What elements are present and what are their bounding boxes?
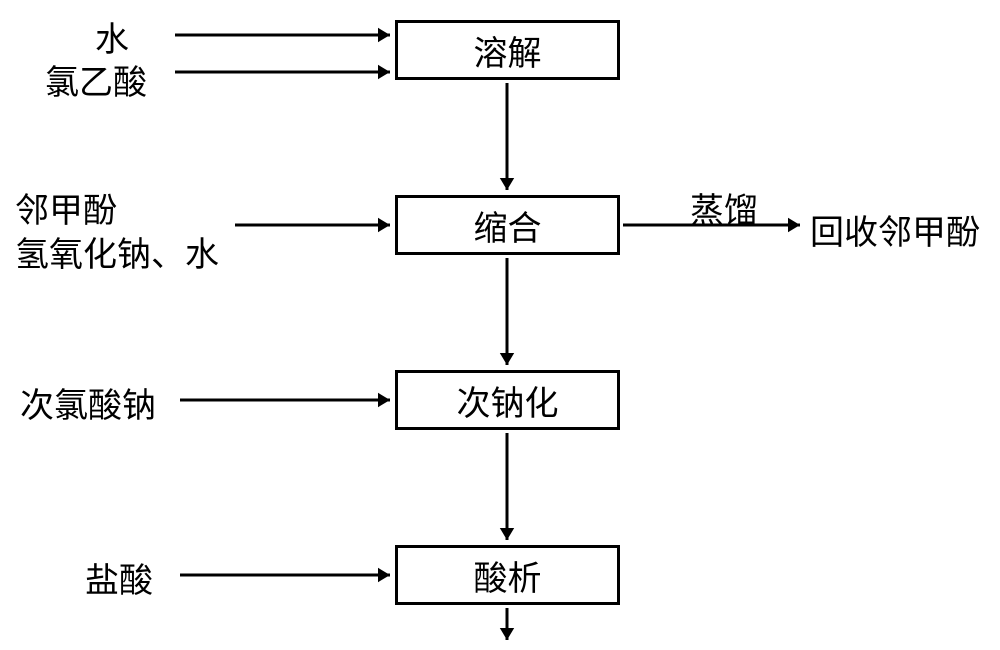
flowchart-canvas: 溶解 缩合 次钠化 酸析 水 氯乙酸 邻甲酚 氢氧化钠、水 次氯酸钠 盐酸 蒸馏… [0, 0, 1000, 650]
label-naoh-water: 氢氧化钠、水 [15, 227, 219, 276]
label-chloroacetic: 氯乙酸 [45, 55, 147, 104]
arrow-head-a-chloro [378, 65, 390, 79]
arrow-head-a-out [500, 628, 514, 640]
box-condense-label: 缩合 [474, 201, 542, 250]
arrow-head-a-step23 [500, 353, 514, 365]
arrow-head-a-recover [788, 218, 800, 232]
box-condense: 缩合 [395, 195, 620, 255]
arrow-head-a-hypo [378, 393, 390, 407]
label-recover: 回收邻甲酚 [810, 205, 980, 254]
box-acid-label: 酸析 [474, 551, 542, 600]
label-hcl: 盐酸 [85, 553, 153, 602]
arrow-head-a-cresol [378, 218, 390, 232]
arrow-head-a-step12 [500, 178, 514, 190]
box-dissolve: 溶解 [395, 20, 620, 80]
arrow-head-a-step34 [500, 528, 514, 540]
label-cresol: 邻甲酚 [15, 183, 117, 232]
label-distill: 蒸馏 [690, 183, 758, 232]
label-water: 水 [95, 12, 129, 61]
label-sodium-hypo: 次氯酸钠 [20, 378, 156, 427]
arrow-head-a-hcl [378, 568, 390, 582]
box-acid: 酸析 [395, 545, 620, 605]
arrow-head-a-water [378, 28, 390, 42]
box-dissolve-label: 溶解 [474, 26, 542, 75]
box-sodium-label: 次钠化 [457, 376, 559, 425]
box-sodium: 次钠化 [395, 370, 620, 430]
